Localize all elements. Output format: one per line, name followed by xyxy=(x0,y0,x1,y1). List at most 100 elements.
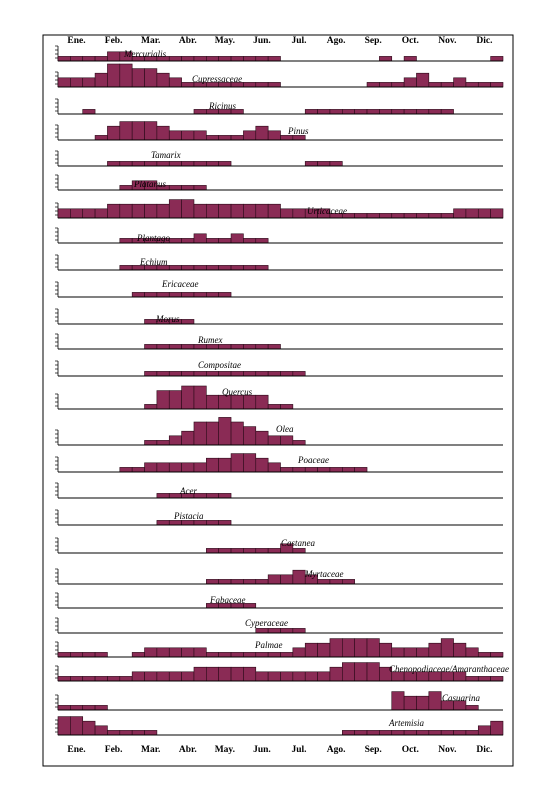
pollen-bar xyxy=(366,638,380,658)
pollen-bar xyxy=(379,82,393,88)
pollen-bar xyxy=(206,666,219,682)
pollen-bar xyxy=(168,344,182,350)
pollen-bar xyxy=(465,208,479,219)
pollen-bar xyxy=(230,233,244,244)
month-label-bottom: Mar. xyxy=(141,745,160,755)
pollen-bar xyxy=(218,203,232,219)
pollen-bar xyxy=(342,467,355,473)
pollen-bar xyxy=(342,662,355,682)
pollen-bar xyxy=(230,135,244,141)
pollen-bar xyxy=(416,647,430,658)
pollen-bar xyxy=(156,125,170,141)
pollen-bar xyxy=(144,161,158,167)
taxon-label: Pistacia xyxy=(173,511,204,521)
pollen-bar xyxy=(243,426,257,446)
pollen-bar xyxy=(181,130,195,141)
pollen-bar xyxy=(292,371,306,377)
pollen-bar xyxy=(243,453,257,473)
taxon-panel: Chenopodiaceae/Amaranthaceae xyxy=(55,662,509,682)
pollen-bar xyxy=(477,725,491,736)
pollen-bar xyxy=(428,642,442,658)
pollen-bar xyxy=(57,676,71,682)
taxon-label: Olea xyxy=(276,424,294,434)
pollen-bar xyxy=(57,56,71,62)
pollen-bar xyxy=(156,671,170,682)
pollen-bar xyxy=(218,394,232,410)
taxon-label: Acer xyxy=(179,486,197,496)
pollen-bar xyxy=(304,161,318,167)
month-label-top: Sep. xyxy=(365,36,382,46)
pollen-bar xyxy=(206,652,219,658)
pollen-bar xyxy=(366,109,380,115)
pollen-bar xyxy=(144,404,158,410)
pollen-bar xyxy=(230,548,244,554)
pollen-bar xyxy=(317,671,331,682)
pollen-bar xyxy=(416,72,430,88)
pollen-bar xyxy=(57,705,71,711)
pollen-bar xyxy=(193,161,207,167)
taxon-panel: Castanea xyxy=(55,537,503,554)
pollen-bar xyxy=(168,238,182,244)
pollen-bar xyxy=(317,579,331,585)
taxon-panel: Ericaceae xyxy=(55,279,503,298)
pollen-bar xyxy=(403,695,417,711)
pollen-bar xyxy=(379,109,393,115)
pollen-bar xyxy=(243,394,257,410)
pollen-bar xyxy=(440,213,454,219)
pollen-bar xyxy=(57,716,71,736)
pollen-bar xyxy=(317,109,331,115)
pollen-bar xyxy=(243,371,257,377)
pollen-bar xyxy=(403,56,417,62)
pollen-bar xyxy=(465,705,479,711)
pollen-bar xyxy=(280,208,294,219)
pollen-bar xyxy=(193,233,207,244)
pollen-bar xyxy=(267,435,281,446)
taxon-label: Morus xyxy=(155,314,180,324)
pollen-bar xyxy=(292,467,306,473)
pollen-bar xyxy=(94,56,108,62)
month-label-top: May. xyxy=(215,36,235,46)
pollen-bar xyxy=(107,203,121,219)
taxon-label: Cupressaceae xyxy=(192,74,242,84)
pollen-bar xyxy=(107,125,121,141)
month-label-top: Abr. xyxy=(179,36,197,46)
pollen-bar xyxy=(230,203,244,219)
pollen-bar xyxy=(131,467,145,473)
pollen-bar xyxy=(292,548,306,554)
month-label-top: Mar. xyxy=(141,36,160,46)
pollen-bar xyxy=(243,265,257,271)
taxon-panel: Urticaceae xyxy=(55,199,504,219)
pollen-bar xyxy=(206,203,219,219)
pollen-bar xyxy=(70,716,84,736)
taxon-label: Platanus xyxy=(133,179,166,189)
pollen-bar xyxy=(206,292,219,298)
taxon-panel: Pistacia xyxy=(55,509,503,526)
pollen-bar xyxy=(70,705,84,711)
pollen-bar xyxy=(267,404,281,410)
pollen-bar xyxy=(193,292,207,298)
taxon-panel: Fabaceae xyxy=(55,592,503,609)
pollen-bar xyxy=(354,213,368,219)
month-label-top: Feb. xyxy=(105,36,123,46)
taxon-panel: Rumex xyxy=(55,333,503,350)
pollen-bar xyxy=(107,161,121,167)
month-label-top: Ene. xyxy=(67,36,85,46)
pollen-bar xyxy=(267,82,281,88)
pollen-bar xyxy=(342,579,355,585)
pollen-bar xyxy=(280,404,294,410)
pollen-bar xyxy=(255,344,269,350)
pollen-bar xyxy=(168,161,182,167)
taxon-label: Myrtaceae xyxy=(304,569,343,579)
pollen-bar xyxy=(366,82,380,88)
pollen-bar xyxy=(391,647,405,658)
taxon-label: Mercurialis xyxy=(123,49,167,59)
pollen-bar xyxy=(391,109,405,115)
pollen-bar xyxy=(255,671,269,682)
pollen-bar xyxy=(218,56,232,62)
taxon-panels: Mercurialis Cupressaceae Ricinus Pinus Tamar… xyxy=(55,45,509,736)
pollen-bar xyxy=(181,265,195,271)
pollen-bar xyxy=(144,203,158,219)
pollen-bar xyxy=(218,292,232,298)
pollen-bar xyxy=(181,161,195,167)
pollen-bar xyxy=(107,51,121,62)
